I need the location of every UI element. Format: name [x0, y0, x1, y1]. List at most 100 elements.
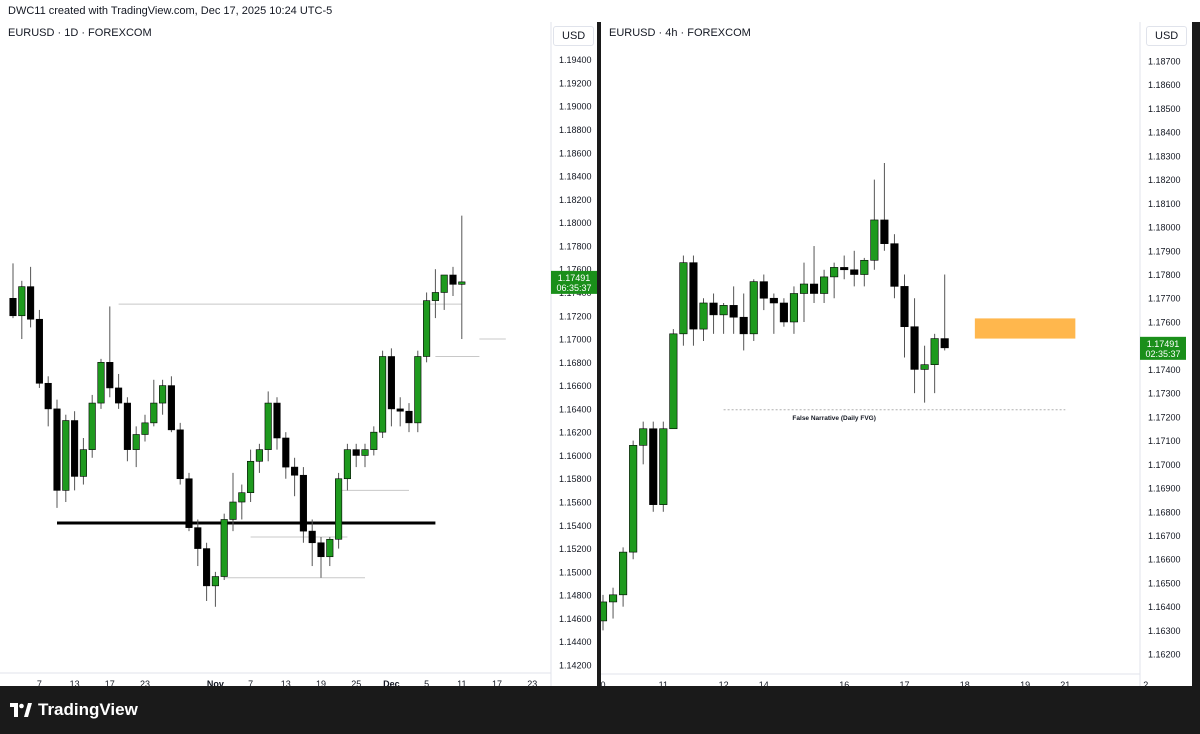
y-tick-label: 1.17800	[1148, 270, 1181, 280]
chart-panel-4h[interactable]: 1.18700 1.18600 1.18500 1.18400 1.18300 1.182…	[601, 22, 1192, 686]
candle-body	[387, 356, 395, 410]
candle-body	[779, 302, 788, 323]
candle-body	[629, 445, 638, 553]
candle-body	[370, 431, 378, 450]
candle-body	[699, 302, 708, 330]
candle-body	[609, 594, 618, 603]
candle-body	[679, 262, 688, 335]
candle-body	[238, 492, 246, 503]
y-tick-label: 1.16500	[1148, 578, 1181, 588]
y-tick-label: 1.18100	[1148, 199, 1181, 209]
candle-body	[53, 408, 61, 491]
y-tick-label: 1.18500	[1148, 104, 1181, 114]
candle-body	[799, 283, 809, 294]
y-tick-label: 1.16400	[559, 404, 592, 414]
candle-body	[689, 262, 698, 330]
candle-body	[659, 428, 668, 505]
candle-body	[132, 434, 140, 450]
attribution-bar: DWC11 created with TradingView.com, Dec …	[0, 0, 1200, 22]
footer: TradingView	[0, 686, 1200, 734]
x-tick-label: 12	[719, 680, 729, 686]
candle-body	[141, 422, 149, 435]
y-tick-label: 1.18200	[1148, 175, 1181, 185]
fvg-zone	[974, 318, 1076, 339]
candle-body	[900, 286, 909, 328]
last-price-tag	[1140, 336, 1186, 360]
candle-body	[930, 338, 939, 365]
candle-body	[88, 402, 96, 450]
candle-body	[273, 402, 281, 439]
currency-button[interactable]: USD	[1146, 26, 1188, 46]
candle-countdown: 06:35:37	[556, 283, 591, 293]
candle-body	[159, 385, 167, 404]
y-tick-label: 1.16600	[1148, 555, 1181, 565]
x-tick-label: Nov	[207, 679, 224, 686]
y-tick-label: 1.15800	[559, 474, 592, 484]
y-tick-label: 1.16900	[1148, 484, 1181, 494]
candle-body	[44, 382, 52, 410]
candle-body	[185, 478, 193, 528]
currency-button[interactable]: USD	[553, 26, 595, 46]
last-price-tag	[551, 270, 597, 294]
candle-body	[789, 293, 798, 323]
y-tick-label: 1.18400	[559, 172, 592, 182]
x-tick-label: 0	[601, 680, 606, 686]
y-tick-label: 1.15600	[559, 498, 592, 508]
candle-body	[920, 364, 929, 370]
x-tick-label: 19	[316, 679, 326, 686]
x-tick-label: 2	[1143, 680, 1148, 686]
candle-body	[458, 281, 466, 285]
y-tick-label: 1.17300	[1148, 389, 1181, 399]
candle-body	[449, 274, 457, 285]
x-tick-label: 19	[1020, 680, 1030, 686]
y-tick-label: 1.17600	[559, 265, 592, 275]
candle-body	[396, 408, 404, 412]
y-tick-label: 1.17000	[559, 335, 592, 345]
candle-body	[405, 410, 413, 424]
panel-divider[interactable]	[597, 22, 601, 686]
chart-annotation: False Narrative (Daily FVG)	[792, 415, 875, 422]
candle-body	[840, 267, 849, 271]
candle-body	[203, 548, 211, 587]
candle-body	[601, 601, 608, 622]
daily-chart-canvas[interactable]: 1.19400 1.19200 1.19000 1.18800 1.18600 1.184…	[0, 22, 597, 686]
candle-body	[150, 402, 158, 424]
y-tick-label: 1.18700	[1148, 56, 1181, 66]
y-tick-label: 1.17800	[559, 241, 592, 251]
y-tick-label: 1.15000	[559, 567, 592, 577]
y-tick-label: 1.18600	[559, 148, 592, 158]
chart-panel-daily[interactable]: 1.19400 1.19200 1.19000 1.18800 1.18600 1.184…	[0, 22, 597, 686]
candle-body	[860, 259, 869, 275]
x-tick-label: 7	[248, 679, 253, 686]
x-tick-label: 17	[899, 680, 909, 686]
candle-body	[830, 267, 839, 278]
y-tick-label: 1.18800	[559, 125, 592, 135]
candle-body	[176, 429, 184, 480]
candle-body	[299, 474, 307, 532]
x-tick-label: 17	[492, 679, 502, 686]
y-tick-label: 1.18400	[1148, 128, 1181, 138]
candle-body	[35, 318, 43, 384]
y-tick-label: 1.18000	[559, 218, 592, 228]
candle-body	[440, 274, 448, 293]
y-tick-label: 1.17700	[1148, 294, 1181, 304]
candle-body	[719, 305, 728, 316]
x-tick-label: 13	[70, 679, 80, 686]
x-tick-label: 16	[839, 680, 849, 686]
x-tick-label: 14	[759, 680, 769, 686]
y-tick-label: 1.15200	[559, 544, 592, 554]
4h-chart-canvas[interactable]: 1.18700 1.18600 1.18500 1.18400 1.18300 1.182…	[601, 22, 1192, 686]
brand-name: TradingView	[38, 700, 138, 719]
candle-body	[649, 428, 658, 505]
x-tick-label: 5	[424, 679, 429, 686]
candle-body	[820, 276, 829, 294]
y-tick-label: 1.17100	[1148, 436, 1181, 446]
candle-body	[414, 356, 422, 424]
candle-body	[361, 449, 369, 456]
tradingview-logo[interactable]: TradingView	[10, 700, 138, 720]
candle-body	[194, 527, 202, 549]
candle-body	[291, 466, 299, 476]
candle-body	[211, 576, 219, 587]
x-tick-label: 18	[960, 680, 970, 686]
y-tick-label: 1.14800	[559, 591, 592, 601]
